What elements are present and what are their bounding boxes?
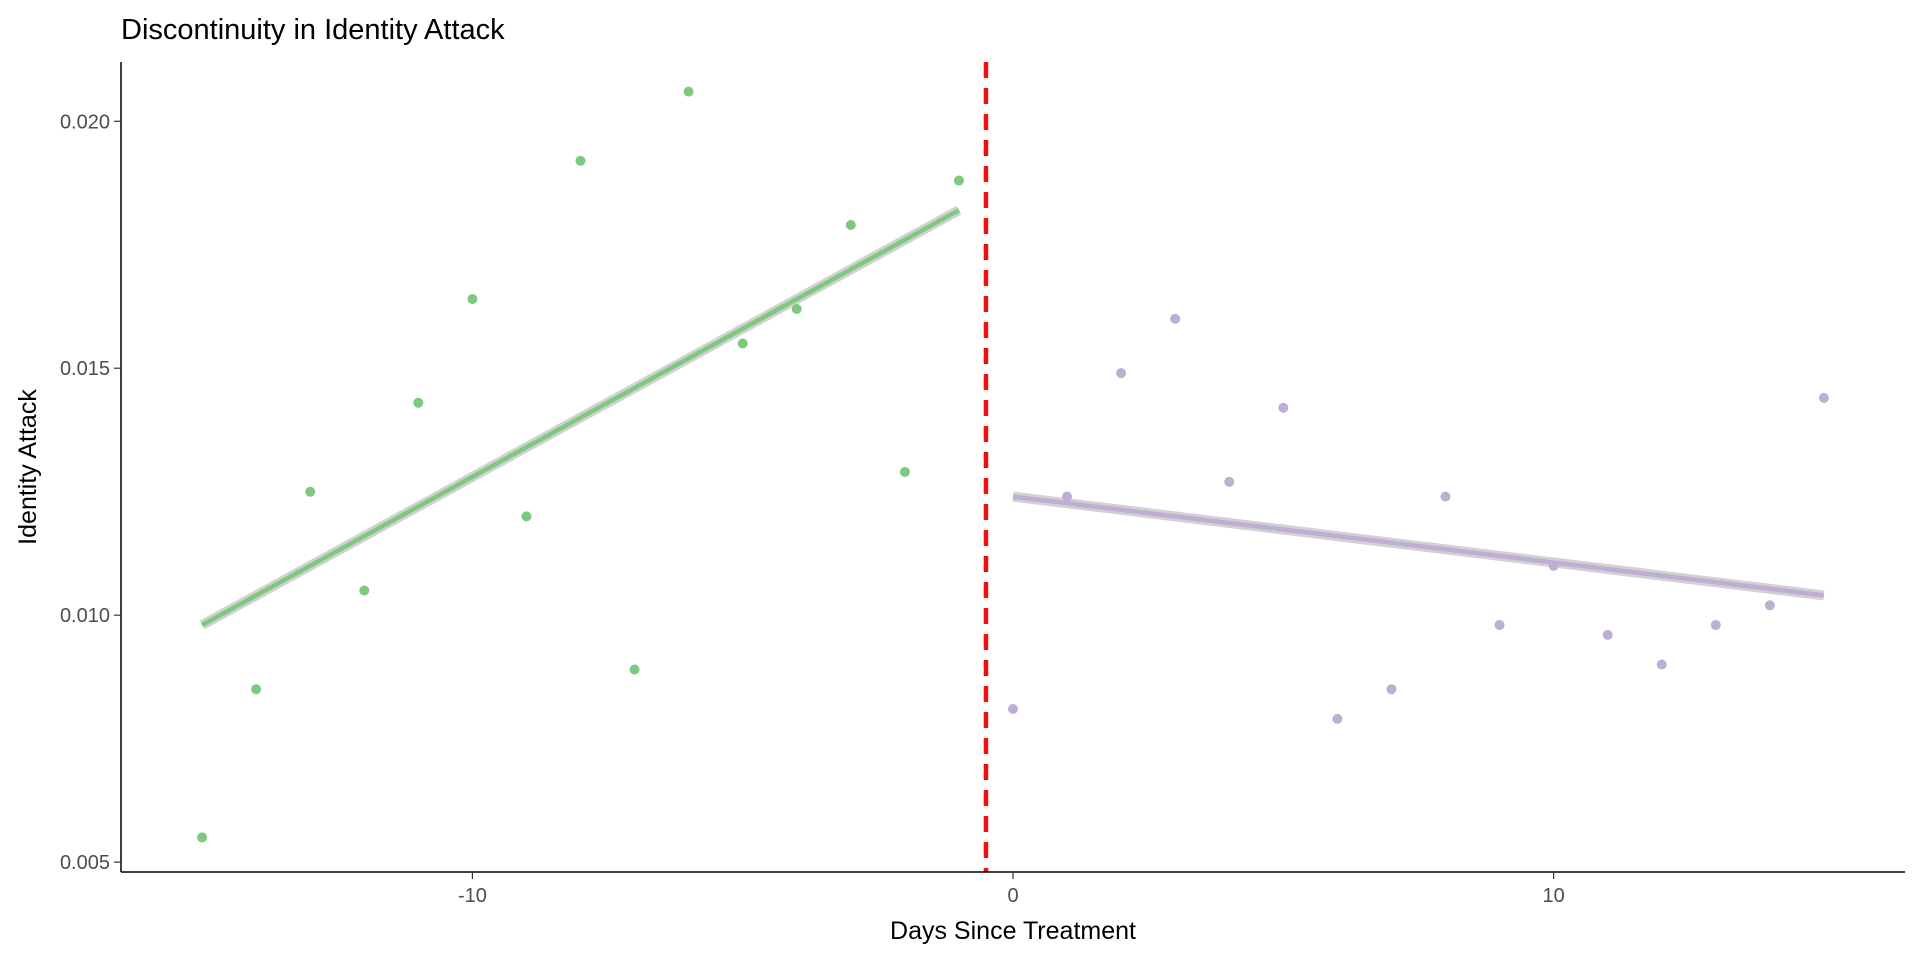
data-point-0-5	[467, 294, 478, 305]
data-point-0-13	[899, 466, 910, 477]
data-point-0-7	[575, 155, 586, 166]
data-point-1-12	[1656, 659, 1667, 670]
x-axis-ticks: -10 0 10	[458, 872, 1565, 907]
chart-title: Discontinuity in Identity Attack	[121, 14, 505, 46]
data-point-1-6	[1332, 713, 1343, 724]
data-point-1-9	[1494, 620, 1505, 631]
data-point-0-0	[197, 832, 208, 843]
data-point-1-4	[1224, 476, 1235, 487]
x-axis-label: Days Since Treatment	[890, 917, 1136, 945]
data-point-1-8	[1440, 491, 1451, 502]
data-point-1-7	[1386, 684, 1397, 695]
data-point-0-3	[359, 585, 370, 596]
data-point-0-10	[737, 338, 748, 349]
y-tick-label-3: 0.020	[60, 111, 110, 133]
data-point-1-11	[1602, 629, 1613, 640]
data-point-0-6	[521, 511, 532, 522]
fit-line-1	[1012, 494, 1825, 598]
data-point-0-4	[413, 397, 424, 408]
y-axis-label: Identity Attack	[14, 389, 42, 545]
data-point-1-2	[1116, 368, 1127, 379]
data-point-1-1	[1062, 491, 1073, 502]
data-point-0-14	[953, 175, 964, 186]
data-point-1-14	[1764, 600, 1775, 611]
data-point-1-10	[1548, 560, 1559, 571]
data-point-0-9	[683, 86, 694, 97]
data-point-1-3	[1170, 313, 1181, 324]
data-point-0-1	[251, 684, 262, 695]
fit-line-0	[201, 208, 961, 628]
x-tick-label-2: 10	[1542, 885, 1564, 907]
y-axis-ticks: 0.005 0.010 0.015 0.020	[60, 111, 121, 874]
data-point-0-11	[791, 303, 802, 314]
x-tick-label-0: -10	[458, 885, 487, 907]
data-point-0-12	[845, 219, 856, 230]
y-tick-label-1: 0.010	[60, 605, 110, 627]
x-tick-label-1: 0	[1007, 885, 1018, 907]
data-point-0-2	[305, 486, 316, 497]
y-tick-label-0: 0.005	[60, 852, 110, 874]
data-point-1-5	[1278, 402, 1289, 413]
data-point-0-8	[629, 664, 640, 675]
data-point-1-15	[1818, 392, 1829, 403]
y-tick-label-2: 0.015	[60, 358, 110, 380]
plot-marks	[197, 62, 1829, 872]
data-point-1-13	[1710, 620, 1721, 631]
data-point-1-0	[1008, 704, 1018, 715]
